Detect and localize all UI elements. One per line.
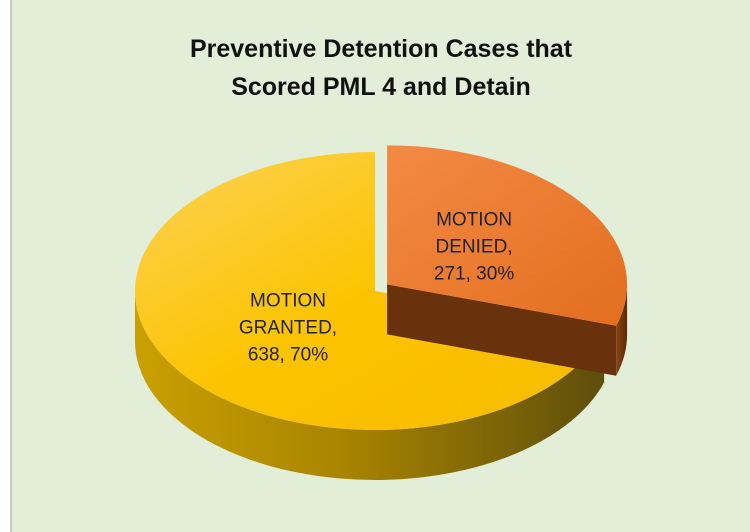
slice-side: [135, 291, 605, 481]
slice: [135, 152, 605, 431]
data-label: MOTION DENIED, 271, 30%: [433, 209, 515, 285]
slice: [387, 145, 628, 326]
chart-title: Preventive Detention Cases that Scored P…: [189, 35, 573, 101]
data-label: MOTION GRANTED, 638, 70%: [238, 290, 338, 366]
chart-area: Preventive Detention Cases that Scored P…: [10, 0, 750, 532]
slice-cut-face: [387, 284, 617, 376]
slice-side: [616, 284, 628, 376]
pie-chart: [135, 145, 628, 481]
